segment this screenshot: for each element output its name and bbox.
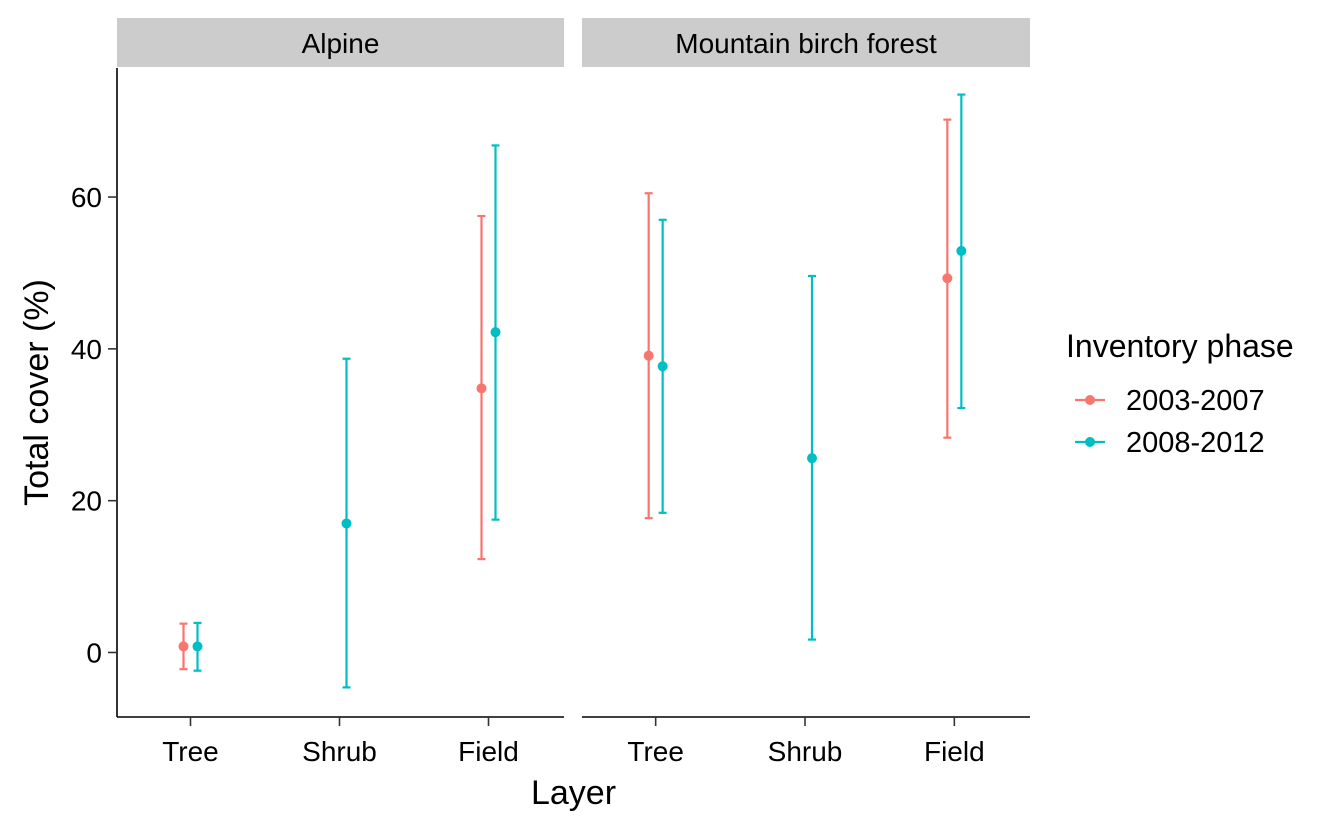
legend-entry-2003-2007: 2003-2007 bbox=[1075, 385, 1265, 417]
x-tick-label: Shrub bbox=[768, 736, 843, 767]
data-point-2008-2012-shrub bbox=[807, 274, 817, 641]
panel-strip-label: Mountain birch forest bbox=[675, 28, 937, 59]
point-marker bbox=[657, 361, 668, 372]
data-point-2003-2007-field bbox=[476, 214, 487, 561]
panel-strip bbox=[582, 18, 1030, 67]
x-axis-title: Layer bbox=[531, 774, 616, 812]
data-point-2008-2012-tree bbox=[657, 218, 668, 514]
panel-strip bbox=[117, 18, 564, 67]
y-tick-label: 40 bbox=[71, 334, 102, 365]
point-marker bbox=[643, 350, 654, 361]
point-marker bbox=[807, 453, 817, 464]
point-marker bbox=[192, 641, 203, 652]
x-tick-label: Tree bbox=[162, 736, 219, 767]
panel-1: Alpine Tree Shrub Field bbox=[117, 18, 564, 767]
y-tick-label: 20 bbox=[71, 486, 102, 517]
point-marker bbox=[490, 327, 501, 338]
x-tick-label: Tree bbox=[627, 736, 684, 767]
legend-label: 2003-2007 bbox=[1126, 385, 1265, 417]
y-tick-label: 0 bbox=[86, 637, 102, 668]
legend-label: 2008-2012 bbox=[1126, 427, 1265, 459]
data-point-2008-2012-tree bbox=[192, 621, 203, 672]
panel-strip-label: Alpine bbox=[302, 28, 380, 59]
legend: Inventory phase 2003-2007 2008-2012 bbox=[1066, 328, 1294, 459]
x-tick-label: Shrub bbox=[302, 736, 377, 767]
x-tick-label: Field bbox=[924, 736, 985, 767]
data-point-2008-2012-field bbox=[956, 93, 967, 410]
legend-key-marker bbox=[1085, 395, 1095, 405]
point-marker bbox=[476, 383, 487, 394]
data-point-2003-2007-tree bbox=[178, 622, 189, 671]
legend-entry-2008-2012: 2008-2012 bbox=[1075, 427, 1265, 459]
point-marker bbox=[942, 273, 953, 284]
data-point-2003-2007-tree bbox=[643, 192, 654, 520]
point-marker bbox=[178, 641, 189, 652]
y-tick-label: 60 bbox=[71, 182, 102, 213]
legend-title: Inventory phase bbox=[1066, 328, 1294, 364]
data-point-2003-2007-field bbox=[942, 118, 953, 439]
panel-2: Mountain birch forest Tree Shrub Field bbox=[582, 18, 1030, 767]
data-point-2008-2012-field bbox=[490, 144, 501, 521]
point-marker bbox=[341, 518, 352, 529]
legend-key-marker bbox=[1085, 437, 1095, 447]
y-axis-title: Total cover (%) bbox=[18, 279, 56, 506]
data-point-2008-2012-shrub bbox=[341, 357, 352, 689]
x-tick-label: Field bbox=[458, 736, 519, 767]
point-marker bbox=[956, 245, 967, 256]
y-axis: 0 20 40 60 bbox=[71, 68, 118, 717]
